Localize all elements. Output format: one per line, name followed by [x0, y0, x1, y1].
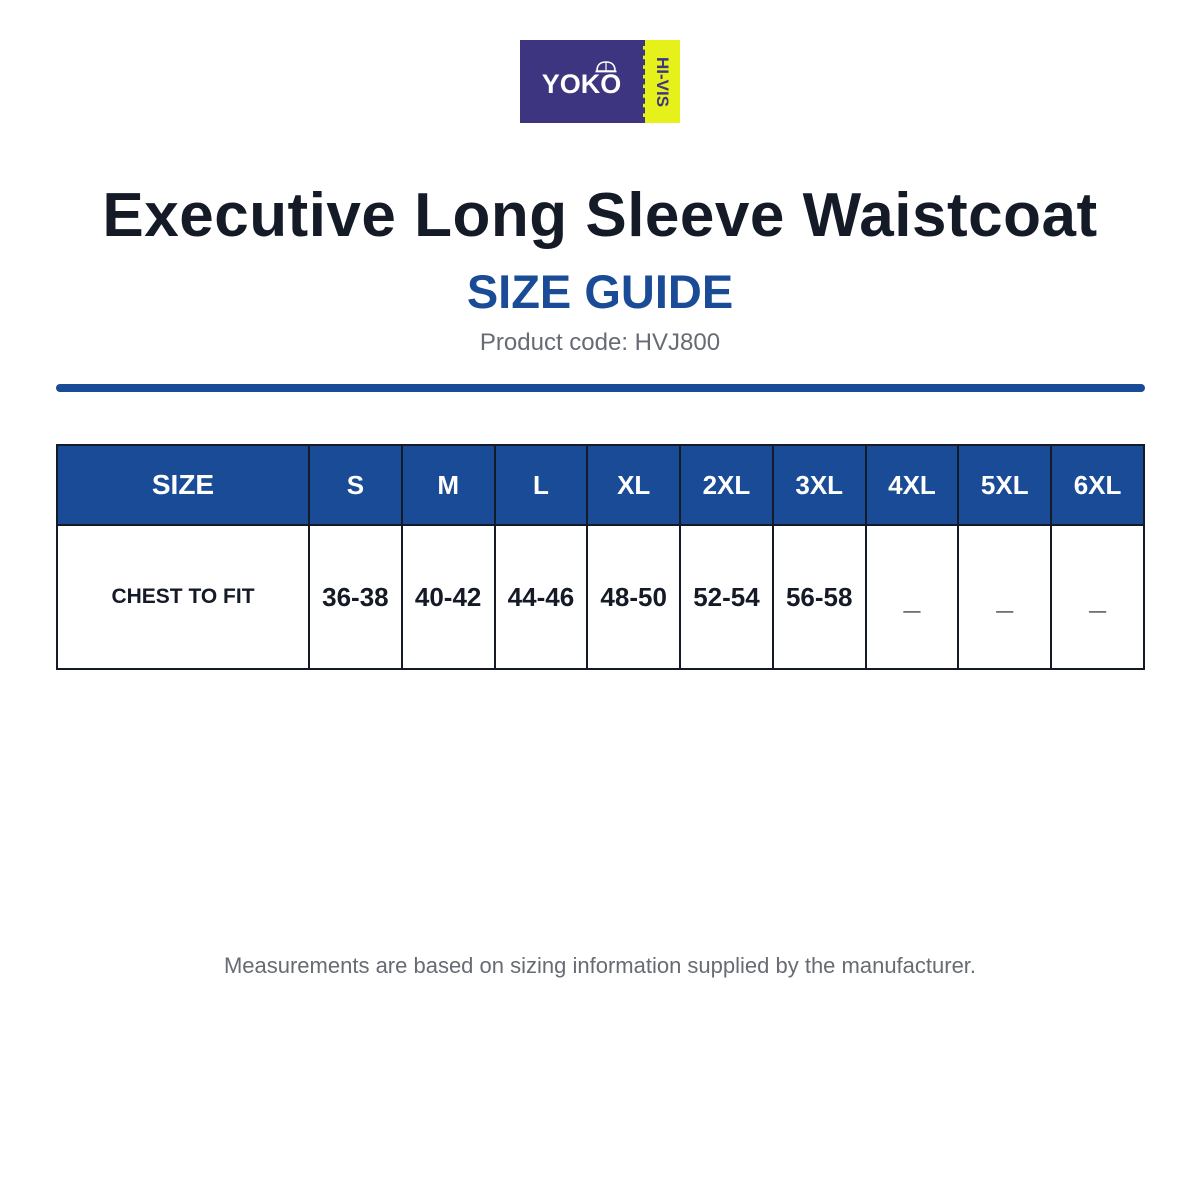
chest-value-cell: 52-54 [679, 524, 774, 670]
product-code: Product code: HVJ800 [479, 329, 721, 356]
chest-value-cell: _ [1050, 524, 1145, 670]
hard-hat-icon [595, 61, 617, 73]
size-header-cell: 3XL [771, 444, 867, 526]
size-header-cell: 6XL [1050, 444, 1145, 526]
size-header-cell: S [308, 444, 403, 526]
size-header-row: SIZE S M L XL 2XL 3XL 4XL 5XL 6XL [56, 444, 1145, 526]
size-header-cell: M [400, 444, 496, 526]
chest-value-cell: 44-46 [493, 524, 589, 670]
chest-value-cell: 48-50 [586, 524, 682, 670]
chest-row-label: CHEST TO FIT [56, 524, 310, 670]
size-header-label: SIZE [56, 444, 310, 526]
logo-main-panel: YOKO [520, 40, 643, 123]
divider-rule [56, 384, 1145, 392]
table-row: CHEST TO FIT 36-38 40-42 44-46 48-50 52-… [56, 524, 1145, 670]
page-subtitle: SIZE GUIDE [466, 265, 734, 318]
size-header-cell: 2XL [679, 444, 774, 526]
size-header-cell: 5XL [957, 444, 1053, 526]
chest-value-cell: 56-58 [771, 524, 867, 670]
size-table: SIZE S M L XL 2XL 3XL 4XL 5XL 6XL CHEST … [56, 444, 1145, 670]
size-header-cell: 4XL [864, 444, 960, 526]
size-header-cell: L [493, 444, 589, 526]
size-header-cell: XL [586, 444, 682, 526]
chest-value-cell: 40-42 [400, 524, 496, 670]
logo-wordmark: YOKO [541, 69, 622, 99]
logo-hi-vis-band: HI-VIS [643, 40, 680, 123]
page-title: Executive Long Sleeve Waistcoat [102, 181, 1098, 250]
footer-note: Measurements are based on sizing informa… [223, 953, 977, 978]
logo-hi-vis-text: HI-VIS [653, 56, 673, 107]
chest-value-cell: _ [957, 524, 1053, 670]
brand-logo: YOKO HI-VIS [520, 40, 680, 123]
chest-value-cell: _ [864, 524, 960, 670]
chest-value-cell: 36-38 [308, 524, 403, 670]
